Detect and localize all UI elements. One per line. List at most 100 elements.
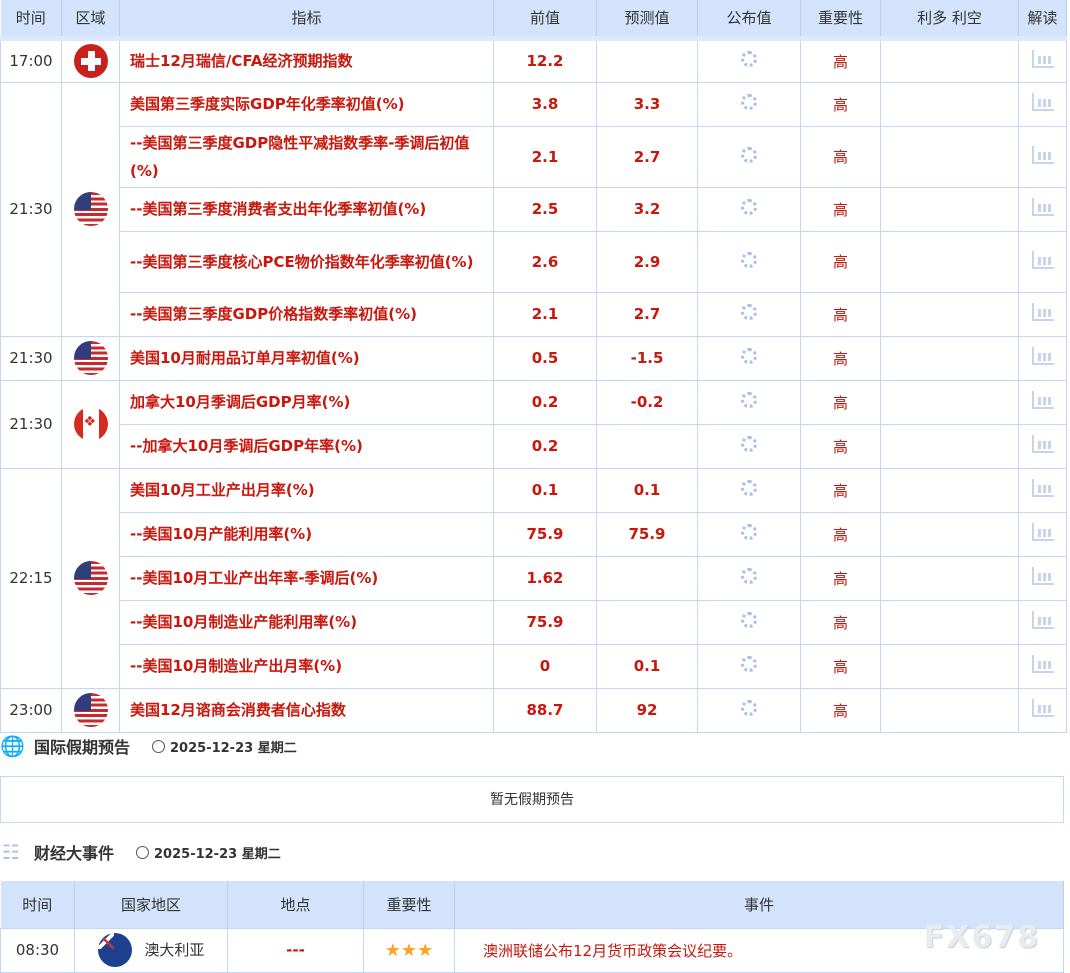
indicator-name[interactable]: --加拿大10月季调后GDP年率(%): [119, 423, 494, 469]
actual-value: [697, 81, 801, 127]
events-table: 时间 国家地区 地点 重要性 事件 08:30 澳大利亚 --- ★★★ 澳洲联储公布1…: [0, 881, 1064, 973]
indicator-name[interactable]: --美国第三季度核心PCE物价指数年化季率初值(%): [119, 230, 494, 293]
actual-value: [697, 423, 801, 469]
analysis-cell[interactable]: [1018, 467, 1067, 513]
loading-icon: [741, 480, 757, 496]
analysis-cell[interactable]: [1018, 687, 1067, 733]
chart-analysis-icon[interactable]: [1031, 567, 1054, 585]
bullish-bearish: [880, 291, 1019, 337]
analysis-cell[interactable]: [1018, 125, 1067, 188]
indicator-name[interactable]: --美国10月制造业产出月率(%): [119, 643, 494, 689]
us-flag-icon: [73, 341, 108, 375]
loading-icon: [741, 612, 757, 628]
loading-icon: [741, 656, 757, 672]
release-time: 17:00: [0, 37, 62, 83]
chart-analysis-icon[interactable]: [1031, 611, 1054, 629]
region-cell: [61, 81, 120, 337]
chart-analysis-icon[interactable]: [1031, 391, 1054, 409]
indicator-row: 21:30 加拿大10月季调后GDP月率(%)0.2-0.2 高: [0, 379, 1067, 469]
forecast-value: 0.1: [596, 643, 698, 689]
indicator-name[interactable]: --美国10月产能利用率(%): [119, 511, 494, 557]
analysis-cell[interactable]: [1018, 379, 1067, 425]
chart-analysis-icon[interactable]: [1031, 145, 1054, 164]
chart-analysis-icon[interactable]: [1031, 435, 1054, 453]
analysis-cell[interactable]: [1018, 291, 1067, 337]
previous-value: 1.62: [493, 555, 597, 601]
forecast-value: [596, 423, 698, 469]
analysis-cell[interactable]: [1018, 335, 1067, 381]
chart-analysis-icon[interactable]: [1031, 347, 1054, 365]
column-header: 重要性: [800, 0, 881, 41]
us-flag-icon: [73, 693, 108, 727]
indicator-name[interactable]: --美国10月工业产出年率-季调后(%): [119, 555, 494, 601]
chart-analysis-icon[interactable]: [1031, 303, 1054, 321]
chart-analysis-icon[interactable]: [1031, 250, 1054, 269]
indicator-name[interactable]: --美国第三季度GDP隐性平减指数季率-季调后初值(%): [119, 125, 494, 188]
importance: 高: [800, 335, 881, 381]
analysis-cell[interactable]: [1018, 81, 1067, 127]
analysis-cell[interactable]: [1018, 230, 1067, 293]
importance: 高: [800, 125, 881, 188]
sliders-icon: ☷: [2, 840, 20, 864]
indicator-row: --美国10月制造业产能利用率(%) 75.9 高: [1, 599, 1067, 645]
event-row: 08:30 澳大利亚 --- ★★★ 澳洲联储公布12月货币政策会议纪要。: [0, 927, 1064, 973]
chart-analysis-icon[interactable]: [1031, 50, 1054, 68]
ca-flag-icon: [73, 407, 108, 441]
chart-analysis-icon[interactable]: [1031, 655, 1054, 673]
chart-analysis-icon[interactable]: [1031, 523, 1054, 541]
column-header: 前值: [493, 0, 597, 41]
actual-value: [697, 379, 801, 425]
indicator-name[interactable]: --美国第三季度消费者支出年化季率初值(%): [119, 186, 494, 232]
actual-value: [697, 291, 801, 337]
actual-value: [697, 599, 801, 645]
actual-value: [697, 37, 801, 83]
loading-icon: [741, 199, 757, 215]
analysis-cell[interactable]: [1018, 37, 1067, 83]
region-cell: [61, 379, 120, 469]
chart-analysis-icon[interactable]: [1031, 93, 1054, 111]
previous-value: 75.9: [493, 511, 597, 557]
previous-value: 0.2: [493, 423, 597, 469]
holiday-empty-box: 暂无假期预告: [0, 776, 1064, 823]
previous-value: 0: [493, 643, 597, 689]
chart-analysis-icon[interactable]: [1031, 699, 1054, 717]
actual-value: [697, 125, 801, 188]
indicator-name[interactable]: 美国10月耐用品订单月率初值(%): [119, 335, 494, 381]
region-cell: [61, 335, 120, 381]
indicator-name[interactable]: --美国10月制造业产能利用率(%): [119, 599, 494, 645]
column-header: 时间: [0, 0, 62, 41]
indicator-row: 23:00 美国12月谘商会消费者信心指数 88.7 92 高: [0, 687, 1067, 733]
indicator-row: --美国10月工业产出年率-季调后(%) 1.62 高: [1, 555, 1067, 601]
loading-icon: [741, 94, 757, 110]
analysis-cell[interactable]: [1018, 186, 1067, 232]
chart-analysis-icon[interactable]: [1031, 479, 1054, 497]
indicator-name[interactable]: 美国第三季度实际GDP年化季率初值(%): [119, 81, 494, 127]
events-date: 2025-12-23 星期二: [154, 846, 281, 862]
indicator-name[interactable]: --美国第三季度GDP价格指数季率初值(%): [119, 291, 494, 337]
previous-value: 0.5: [493, 335, 597, 381]
forecast-value: 3.2: [596, 186, 698, 232]
forecast-value: 2.7: [596, 291, 698, 337]
forecast-value: 2.9: [596, 230, 698, 293]
watermark-logo: FX678: [923, 920, 1040, 955]
indicator-name[interactable]: 美国10月工业产出月率(%): [119, 467, 494, 513]
indicator-row: --美国第三季度GDP隐性平减指数季率-季调后初值(%) 2.1 2.7 高: [1, 125, 1067, 188]
analysis-cell[interactable]: [1018, 555, 1067, 601]
event-description[interactable]: 澳洲联储公布12月货币政策会议纪要。: [454, 927, 1064, 973]
chart-analysis-icon[interactable]: [1031, 198, 1054, 216]
importance: 高: [800, 599, 881, 645]
analysis-cell[interactable]: [1018, 643, 1067, 689]
indicator-name[interactable]: 美国12月谘商会消费者信心指数: [119, 687, 494, 733]
forecast-value: -0.2: [596, 379, 698, 425]
analysis-cell[interactable]: [1018, 423, 1067, 469]
analysis-cell[interactable]: [1018, 511, 1067, 557]
analysis-cell[interactable]: [1018, 599, 1067, 645]
bullish-bearish: [880, 599, 1019, 645]
indicator-name[interactable]: 加拿大10月季调后GDP月率(%): [119, 379, 494, 425]
previous-value: 3.8: [493, 81, 597, 127]
indicator-name[interactable]: 瑞士12月瑞信/CFA经济预期指数: [119, 37, 494, 83]
event-importance: ★★★: [363, 927, 455, 973]
bullish-bearish: [880, 186, 1019, 232]
bullish-bearish: [880, 379, 1019, 425]
previous-value: 2.1: [493, 125, 597, 188]
